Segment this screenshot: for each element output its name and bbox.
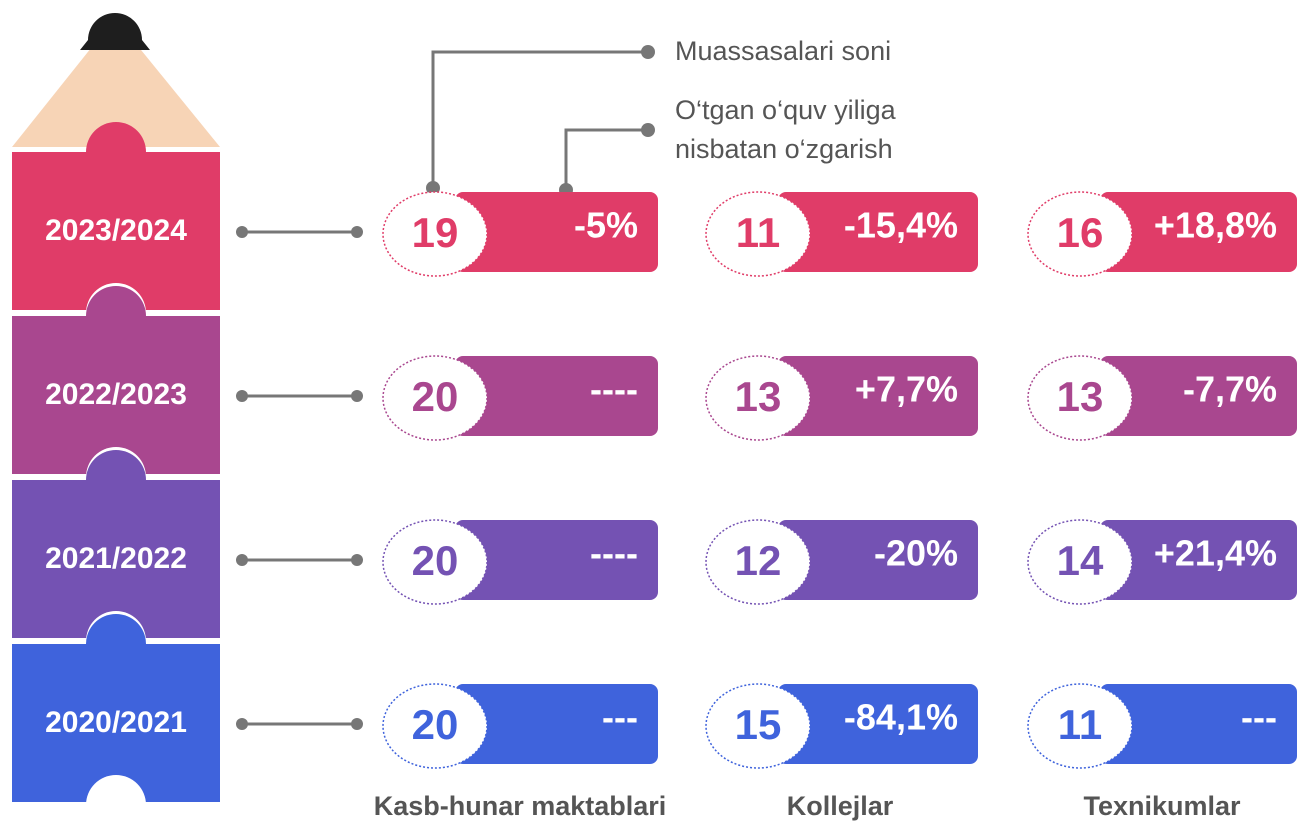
change-value: ----	[590, 369, 638, 410]
count-value: 20	[412, 701, 459, 748]
year-label: 2020/2021	[45, 706, 187, 739]
connector-dot	[236, 554, 248, 566]
change-value: -7,7%	[1183, 369, 1277, 410]
connector-dot	[351, 390, 363, 402]
year-label: 2023/2024	[45, 214, 187, 247]
count-value: 20	[412, 537, 459, 584]
legend-change: nisbatan o‘zgarish	[675, 134, 893, 164]
connector-dot	[236, 390, 248, 402]
change-value: ---	[602, 697, 638, 738]
year-label: 2022/2023	[45, 378, 187, 411]
count-value: 12	[735, 537, 782, 584]
change-value: -84,1%	[844, 697, 958, 738]
count-value: 13	[1057, 373, 1104, 420]
count-value: 11	[736, 209, 780, 256]
count-value: 16	[1057, 209, 1104, 256]
connector-dot	[236, 718, 248, 730]
count-value: 11	[1058, 701, 1102, 748]
legend-count: Muassasalari soni	[675, 36, 891, 66]
legend-change: O‘tgan o‘quv yiliga	[675, 95, 897, 125]
count-value: 15	[735, 701, 782, 748]
count-value: 19	[412, 209, 459, 256]
change-value: +18,8%	[1154, 205, 1277, 246]
count-value: 13	[735, 373, 782, 420]
change-value: +21,4%	[1154, 533, 1277, 574]
column-label: Texnikumlar	[1083, 791, 1241, 821]
change-value: -5%	[574, 205, 638, 246]
change-value: ----	[590, 533, 638, 574]
legend-dots	[426, 45, 655, 197]
infographic: Muassasalari soni O‘tgan o‘quv yiliga ni…	[0, 0, 1297, 825]
change-value: -15,4%	[844, 205, 958, 246]
count-value: 20	[412, 373, 459, 420]
connector-dot	[351, 718, 363, 730]
count-value: 14	[1057, 537, 1104, 584]
column-label: Kasb-hunar maktablari	[374, 791, 667, 821]
connector-dot	[236, 226, 248, 238]
connector-dot	[351, 226, 363, 238]
legend-lines	[433, 52, 648, 190]
year-label: 2021/2022	[45, 542, 187, 575]
change-value: ---	[1241, 697, 1277, 738]
change-value: -20%	[874, 533, 958, 574]
pencil-lead	[80, 13, 150, 50]
column-label: Kollejlar	[787, 791, 894, 821]
change-value: +7,7%	[855, 369, 958, 410]
connector-dot	[351, 554, 363, 566]
